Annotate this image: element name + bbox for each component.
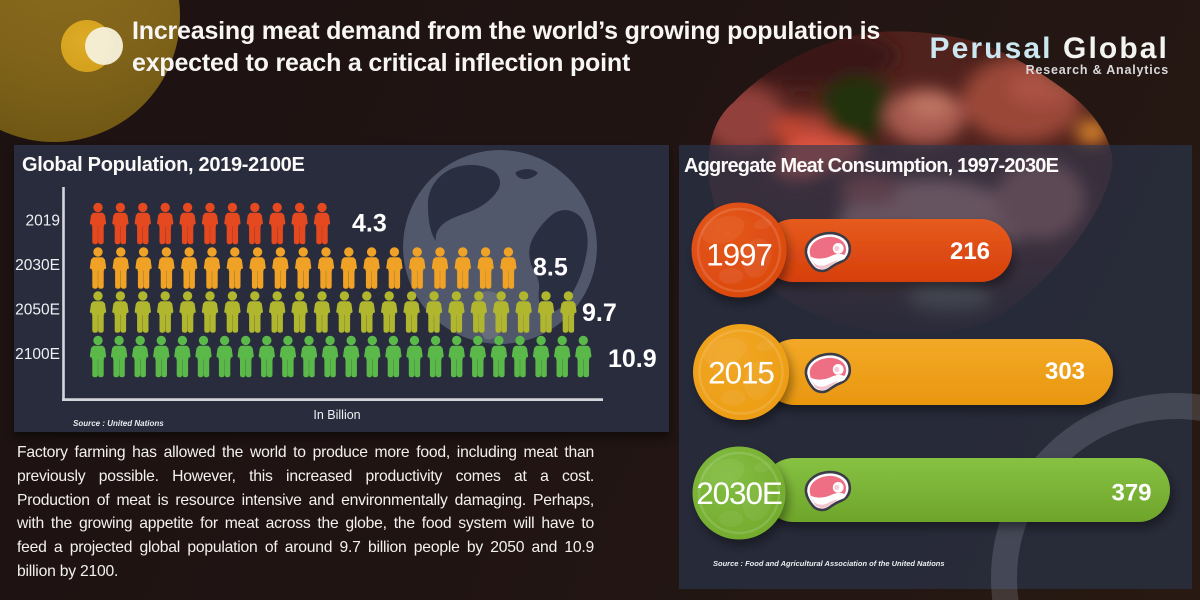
svg-text:10.9: 10.9 bbox=[608, 345, 657, 373]
svg-text:1997: 1997 bbox=[706, 237, 772, 273]
svg-text:Source : United Nations: Source : United Nations bbox=[73, 419, 164, 428]
svg-text:9.7: 9.7 bbox=[582, 299, 617, 327]
svg-text:379: 379 bbox=[1111, 480, 1151, 507]
svg-text:303: 303 bbox=[1045, 358, 1085, 385]
svg-text:2015: 2015 bbox=[708, 355, 774, 391]
svg-text:2019: 2019 bbox=[26, 213, 60, 230]
svg-text:In Billion: In Billion bbox=[313, 408, 360, 422]
svg-text:2030E: 2030E bbox=[15, 257, 60, 274]
svg-text:4.3: 4.3 bbox=[352, 210, 387, 238]
svg-text:8.5: 8.5 bbox=[533, 254, 568, 282]
svg-text:2100E: 2100E bbox=[15, 346, 60, 363]
svg-text:216: 216 bbox=[950, 238, 990, 265]
svg-text:2050E: 2050E bbox=[15, 302, 60, 319]
svg-text:2030E: 2030E bbox=[696, 475, 782, 511]
